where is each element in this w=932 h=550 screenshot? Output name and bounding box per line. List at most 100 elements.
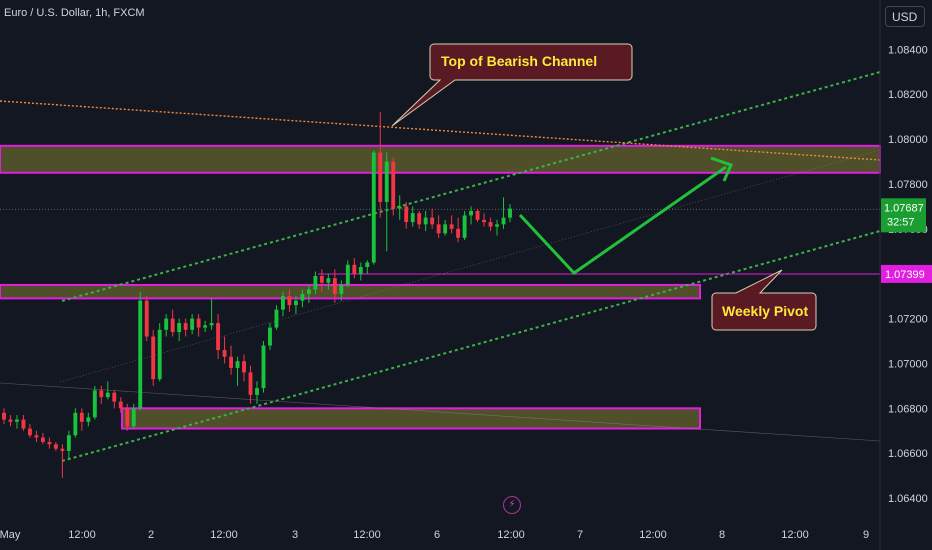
candle-body xyxy=(391,161,396,209)
candle-body xyxy=(157,329,162,380)
candle-body xyxy=(436,224,441,234)
candle-body xyxy=(508,208,512,218)
candle-body xyxy=(8,419,13,422)
candle-body xyxy=(332,278,337,294)
lower-grey-line xyxy=(0,382,881,442)
candle-body xyxy=(248,372,253,395)
candle-body xyxy=(209,323,214,326)
candle-body xyxy=(242,361,246,373)
y-tick-label: 1.07000 xyxy=(888,358,928,370)
candles-layer xyxy=(2,112,512,478)
candle-body xyxy=(339,284,344,294)
y-tick-label: 1.08200 xyxy=(888,89,928,101)
projection-arrow-head xyxy=(710,156,734,182)
y-tick-label: 1.07800 xyxy=(888,179,928,191)
x-tick-label: 12:00 xyxy=(210,529,238,541)
candle-body xyxy=(255,388,259,395)
weekly-pivot-label: Weekly Pivot xyxy=(722,303,808,319)
annotations-layer: Top of Bearish Channel Weekly Pivot xyxy=(391,43,817,331)
candle-body xyxy=(469,210,474,216)
candle-body xyxy=(125,408,130,427)
lightning-icon[interactable]: ⚡ xyxy=(503,496,521,514)
candle-body xyxy=(196,318,201,328)
x-tick-label: 7 xyxy=(577,529,583,541)
candle-body xyxy=(488,222,493,227)
x-tick-label: 12:00 xyxy=(68,529,96,541)
candle-body xyxy=(53,444,58,449)
candle-body xyxy=(92,390,97,418)
projection-arrow xyxy=(518,165,727,275)
y-tick-label: 1.06400 xyxy=(888,493,928,505)
candle-body xyxy=(306,289,311,294)
candle-body xyxy=(21,419,26,429)
top-channel-callout xyxy=(391,43,633,127)
candle-body xyxy=(164,318,169,330)
candle-body xyxy=(482,219,486,223)
candle-body xyxy=(371,152,376,263)
candle-body xyxy=(216,323,221,350)
candle-body xyxy=(268,327,272,346)
time-axis: May 12:00 2 12:00 3 12:00 6 12:00 7 12:00 8 12:00 9 xyxy=(0,529,869,541)
x-tick-label: 12:00 xyxy=(781,529,809,541)
candle-body xyxy=(423,217,428,225)
candle-body xyxy=(190,318,195,330)
trendlines-layer xyxy=(0,71,881,462)
candle-body xyxy=(235,361,240,368)
x-tick-label: 8 xyxy=(719,529,725,541)
candle-body xyxy=(222,350,227,357)
candle-body xyxy=(449,224,454,229)
demand-zone xyxy=(121,407,701,430)
candle-body xyxy=(495,224,499,227)
zones-layer xyxy=(0,144,881,430)
y-tick-label: 1.08000 xyxy=(888,134,928,146)
candle-body xyxy=(397,206,402,209)
resistance-zone xyxy=(0,144,881,174)
y-tick-label: 1.08400 xyxy=(888,44,928,56)
candle-body xyxy=(86,417,91,422)
candle-body xyxy=(73,412,78,436)
mid-trend-line xyxy=(59,149,881,383)
y-tick-label: 1.06800 xyxy=(888,403,928,415)
candle-body xyxy=(274,309,279,328)
candle-body xyxy=(99,390,104,398)
y-tick-label: 1.07200 xyxy=(888,314,928,326)
candle-body xyxy=(28,428,32,436)
candle-body xyxy=(358,266,363,274)
candle-body xyxy=(66,435,71,451)
candle-body xyxy=(79,412,84,422)
candle-body xyxy=(384,161,389,202)
candle-body xyxy=(404,206,409,223)
x-tick-label: 6 xyxy=(434,529,440,541)
channel-lower-line xyxy=(61,230,881,462)
last-price-text: 1.07687 xyxy=(884,202,924,214)
candle-body xyxy=(319,275,324,283)
candle-body xyxy=(40,437,45,442)
currency-button[interactable]: USD xyxy=(885,6,925,27)
countdown-text: 32:57 xyxy=(887,216,915,228)
x-tick-label: 2 xyxy=(148,529,154,541)
candle-body xyxy=(60,448,65,451)
channel-upper-line xyxy=(61,71,881,302)
candle-body xyxy=(203,325,208,328)
pivot-price-badge xyxy=(881,264,932,283)
candle-body xyxy=(281,296,285,310)
candle-body xyxy=(105,392,110,398)
weekly-pivot-callout xyxy=(711,269,817,331)
candle-body xyxy=(131,408,136,427)
candle-body xyxy=(170,318,175,333)
candle-body xyxy=(365,262,370,267)
candle-body xyxy=(501,217,506,225)
symbol-title[interactable]: Euro / U.S. Dollar, 1h, FXCM xyxy=(4,7,145,19)
candle-body xyxy=(261,345,266,389)
candle-body xyxy=(462,215,467,238)
candle-body xyxy=(417,213,422,225)
candle-body xyxy=(352,264,357,274)
pivot-price-text: 1.07399 xyxy=(885,269,925,281)
candle-body xyxy=(430,217,435,225)
candle-body xyxy=(326,278,331,283)
candle-body xyxy=(138,300,143,409)
x-tick-label: 12:00 xyxy=(497,529,525,541)
candle-body xyxy=(293,300,298,306)
candle-body xyxy=(15,419,19,422)
